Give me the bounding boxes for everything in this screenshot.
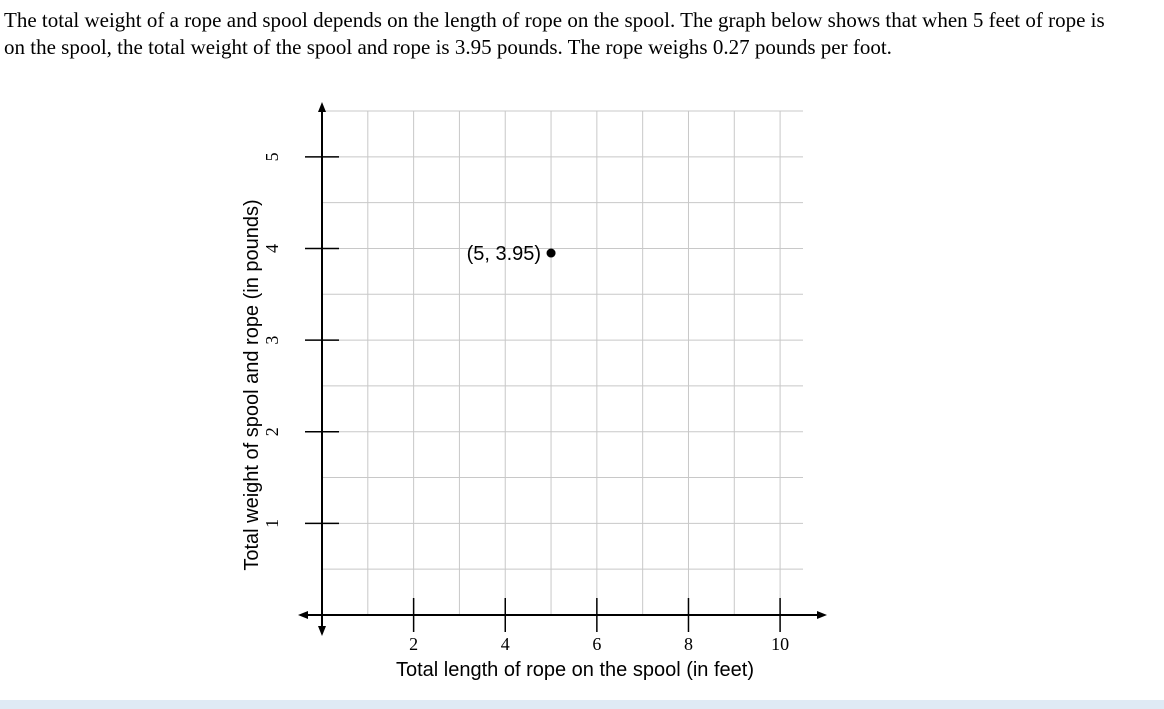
data-point [546,248,556,258]
x-tick-label: 2 [409,634,418,654]
arrow [298,102,827,636]
y-tick-label: 5 [262,152,282,161]
x-axis-label: Total length of rope on the spool (in fe… [396,659,754,681]
y-axis-label: Total weight of spool and rope (in pound… [241,199,263,570]
x-tick-label: 8 [684,634,693,654]
y-tick-label: 2 [262,427,282,436]
data-label: (5, 3.95) [467,243,541,265]
bottom-bar [0,700,1164,709]
x-tick-label: 10 [771,634,789,654]
x-tick-label: 4 [501,634,510,654]
question-text: The total weight of a rope and spool dep… [4,8,1105,59]
y-tick-label: 1 [262,519,282,528]
y-tick-label: 4 [262,244,282,253]
x-tick-label: 6 [592,634,601,654]
y-tick-label: 3 [262,336,282,345]
